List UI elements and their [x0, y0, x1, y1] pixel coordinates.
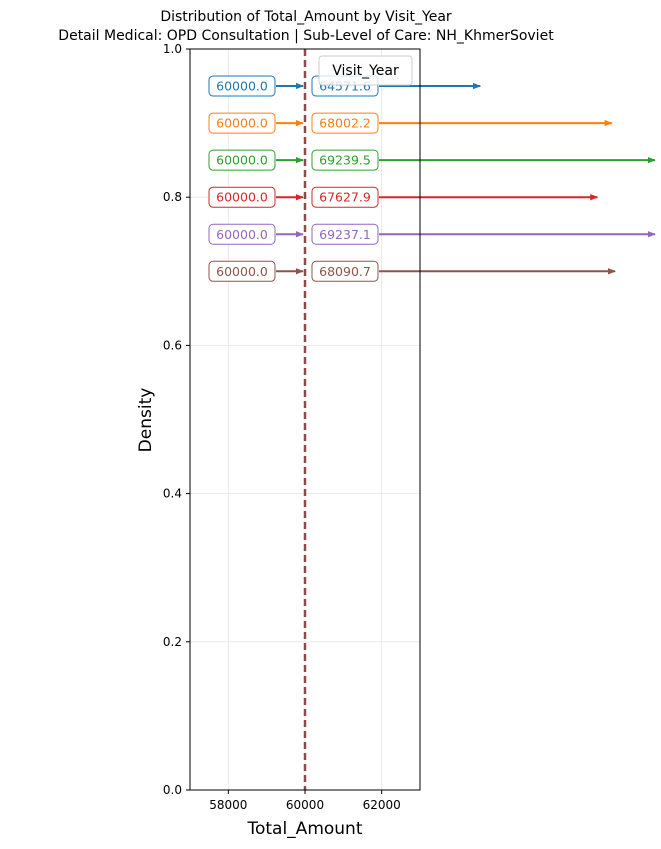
mean-label: 68002.2	[319, 116, 371, 131]
y-tick-label: 0.6	[163, 338, 182, 352]
chart-subtitle: Detail Medical: OPD Consultation | Sub-L…	[58, 28, 554, 44]
y-tick-label: 0.0	[163, 783, 182, 797]
median-label: 60000.0	[216, 116, 268, 131]
median-label-box	[208, 112, 276, 134]
legend-title: Visit_Year	[332, 63, 399, 79]
mean-label-box	[311, 149, 379, 171]
mean-label-box	[311, 186, 379, 208]
x-tick-label: 58000	[209, 798, 247, 812]
median-label: 60000.0	[216, 79, 268, 94]
median-label-box	[208, 75, 276, 97]
legend-box	[318, 55, 413, 86]
median-label-box	[208, 186, 276, 208]
median-label-box	[208, 149, 276, 171]
x-tick-label: 62000	[363, 798, 401, 812]
y-axis-label: Density	[136, 388, 156, 453]
mean-label-box	[311, 260, 379, 282]
y-tick-label: 0.2	[163, 635, 182, 649]
y-tick-label: 0.8	[163, 190, 182, 204]
y-tick-label: 0.4	[163, 487, 182, 501]
mean-label-box	[311, 112, 379, 134]
x-tick-label: 60000	[286, 798, 324, 812]
y-tick-label: 1.0	[163, 42, 182, 56]
median-label: 60000.0	[216, 190, 268, 205]
median-label: 60000.0	[216, 264, 268, 279]
median-label: 60000.0	[216, 227, 268, 242]
median-label: 60000.0	[216, 153, 268, 168]
chart-title: Distribution of Total_Amount by Visit_Ye…	[160, 9, 452, 25]
legend: Visit_Year	[318, 55, 413, 86]
mean-label: 69237.1	[319, 227, 371, 242]
median-label-box	[208, 223, 276, 245]
mean-label-box	[311, 223, 379, 245]
mean-label: 68090.7	[319, 264, 371, 279]
mean-label: 67627.9	[319, 190, 371, 205]
median-label-box	[208, 260, 276, 282]
x-axis-label: Total_Amount	[246, 819, 362, 839]
mean-label: 69239.5	[319, 153, 371, 168]
